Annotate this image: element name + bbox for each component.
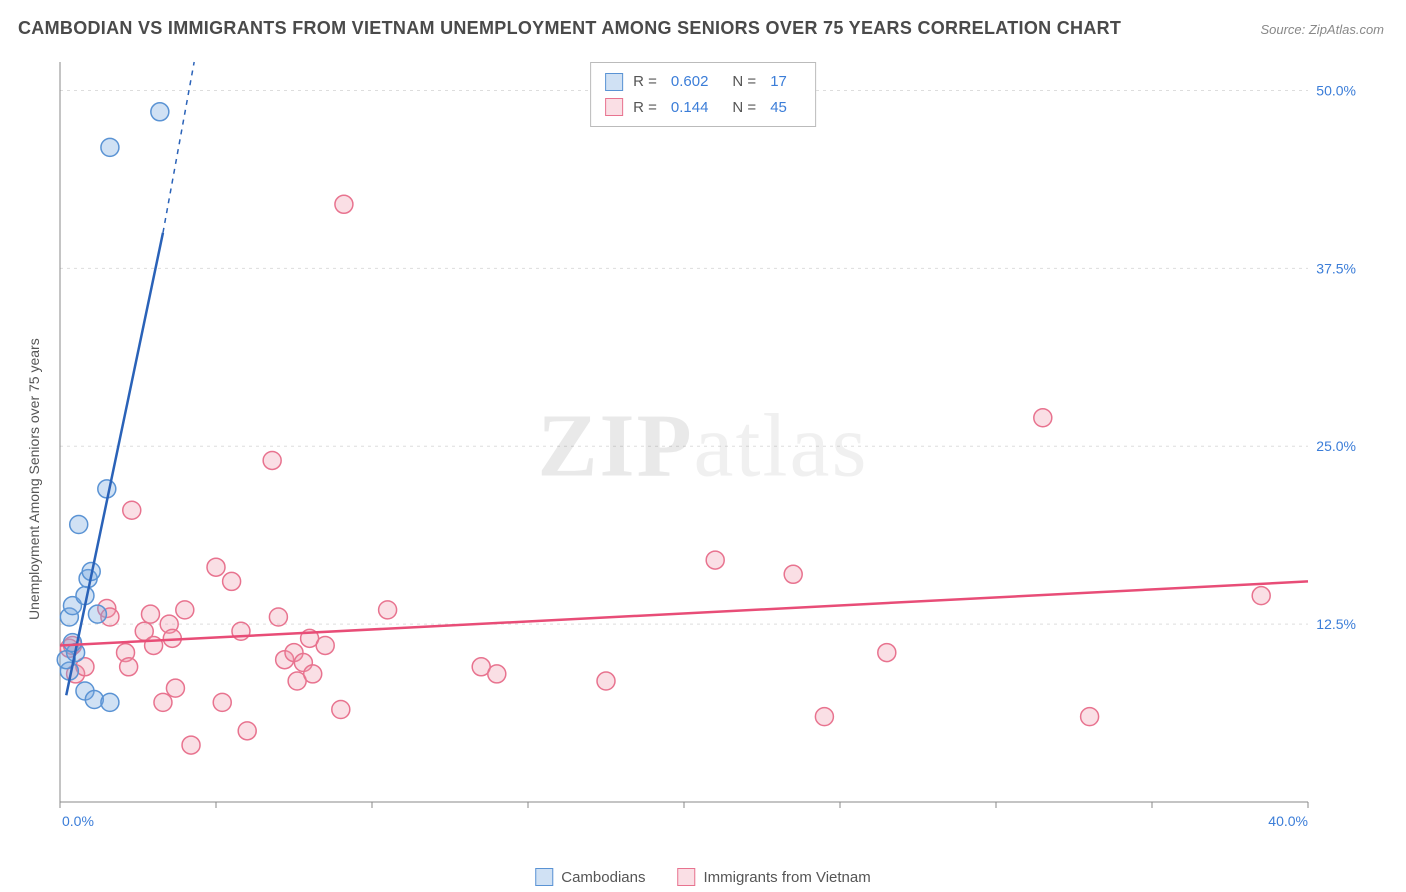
- stat-r-value-1: 0.602: [671, 69, 709, 95]
- legend-label-cambodians: Cambodians: [561, 869, 645, 886]
- swatch-vietnam: [605, 98, 623, 116]
- swatch-cambodians: [605, 73, 623, 91]
- svg-text:50.0%: 50.0%: [1316, 82, 1356, 98]
- stat-r-label-2: R =: [633, 95, 657, 121]
- legend-item-cambodians: Cambodians: [535, 868, 645, 886]
- y-axis-label: Unemployment Among Seniors over 75 years: [26, 338, 42, 620]
- stats-row-1: R = 0.602 N = 17: [605, 69, 801, 95]
- stat-r-value-2: 0.144: [671, 95, 709, 121]
- stats-row-2: R = 0.144 N = 45: [605, 95, 801, 121]
- chart-container: CAMBODIAN VS IMMIGRANTS FROM VIETNAM UNE…: [0, 0, 1406, 892]
- svg-text:12.5%: 12.5%: [1316, 616, 1356, 632]
- stat-r-label-1: R =: [633, 69, 657, 95]
- legend-item-vietnam: Immigrants from Vietnam: [677, 868, 870, 886]
- source-label: Source: ZipAtlas.com: [1260, 22, 1384, 37]
- bottom-legend: Cambodians Immigrants from Vietnam: [535, 868, 871, 886]
- svg-text:40.0%: 40.0%: [1268, 813, 1308, 829]
- svg-text:25.0%: 25.0%: [1316, 438, 1356, 454]
- stat-n-value-2: 45: [770, 95, 787, 121]
- stat-n-value-1: 17: [770, 69, 787, 95]
- svg-text:37.5%: 37.5%: [1316, 260, 1356, 276]
- legend-swatch-vietnam: [677, 868, 695, 886]
- svg-text:0.0%: 0.0%: [62, 813, 94, 829]
- stat-n-label-1: N =: [732, 69, 756, 95]
- chart-title: CAMBODIAN VS IMMIGRANTS FROM VIETNAM UNE…: [18, 18, 1121, 39]
- stats-box: R = 0.602 N = 17 R = 0.144 N = 45: [590, 62, 816, 127]
- chart-svg: 12.5% 25.0% 37.5% 50.0% 0.0% 40.0%: [52, 58, 1368, 836]
- plot-area: 12.5% 25.0% 37.5% 50.0% 0.0% 40.0%: [52, 58, 1368, 836]
- legend-label-vietnam: Immigrants from Vietnam: [703, 869, 870, 886]
- legend-swatch-cambodians: [535, 868, 553, 886]
- stat-n-label-2: N =: [732, 95, 756, 121]
